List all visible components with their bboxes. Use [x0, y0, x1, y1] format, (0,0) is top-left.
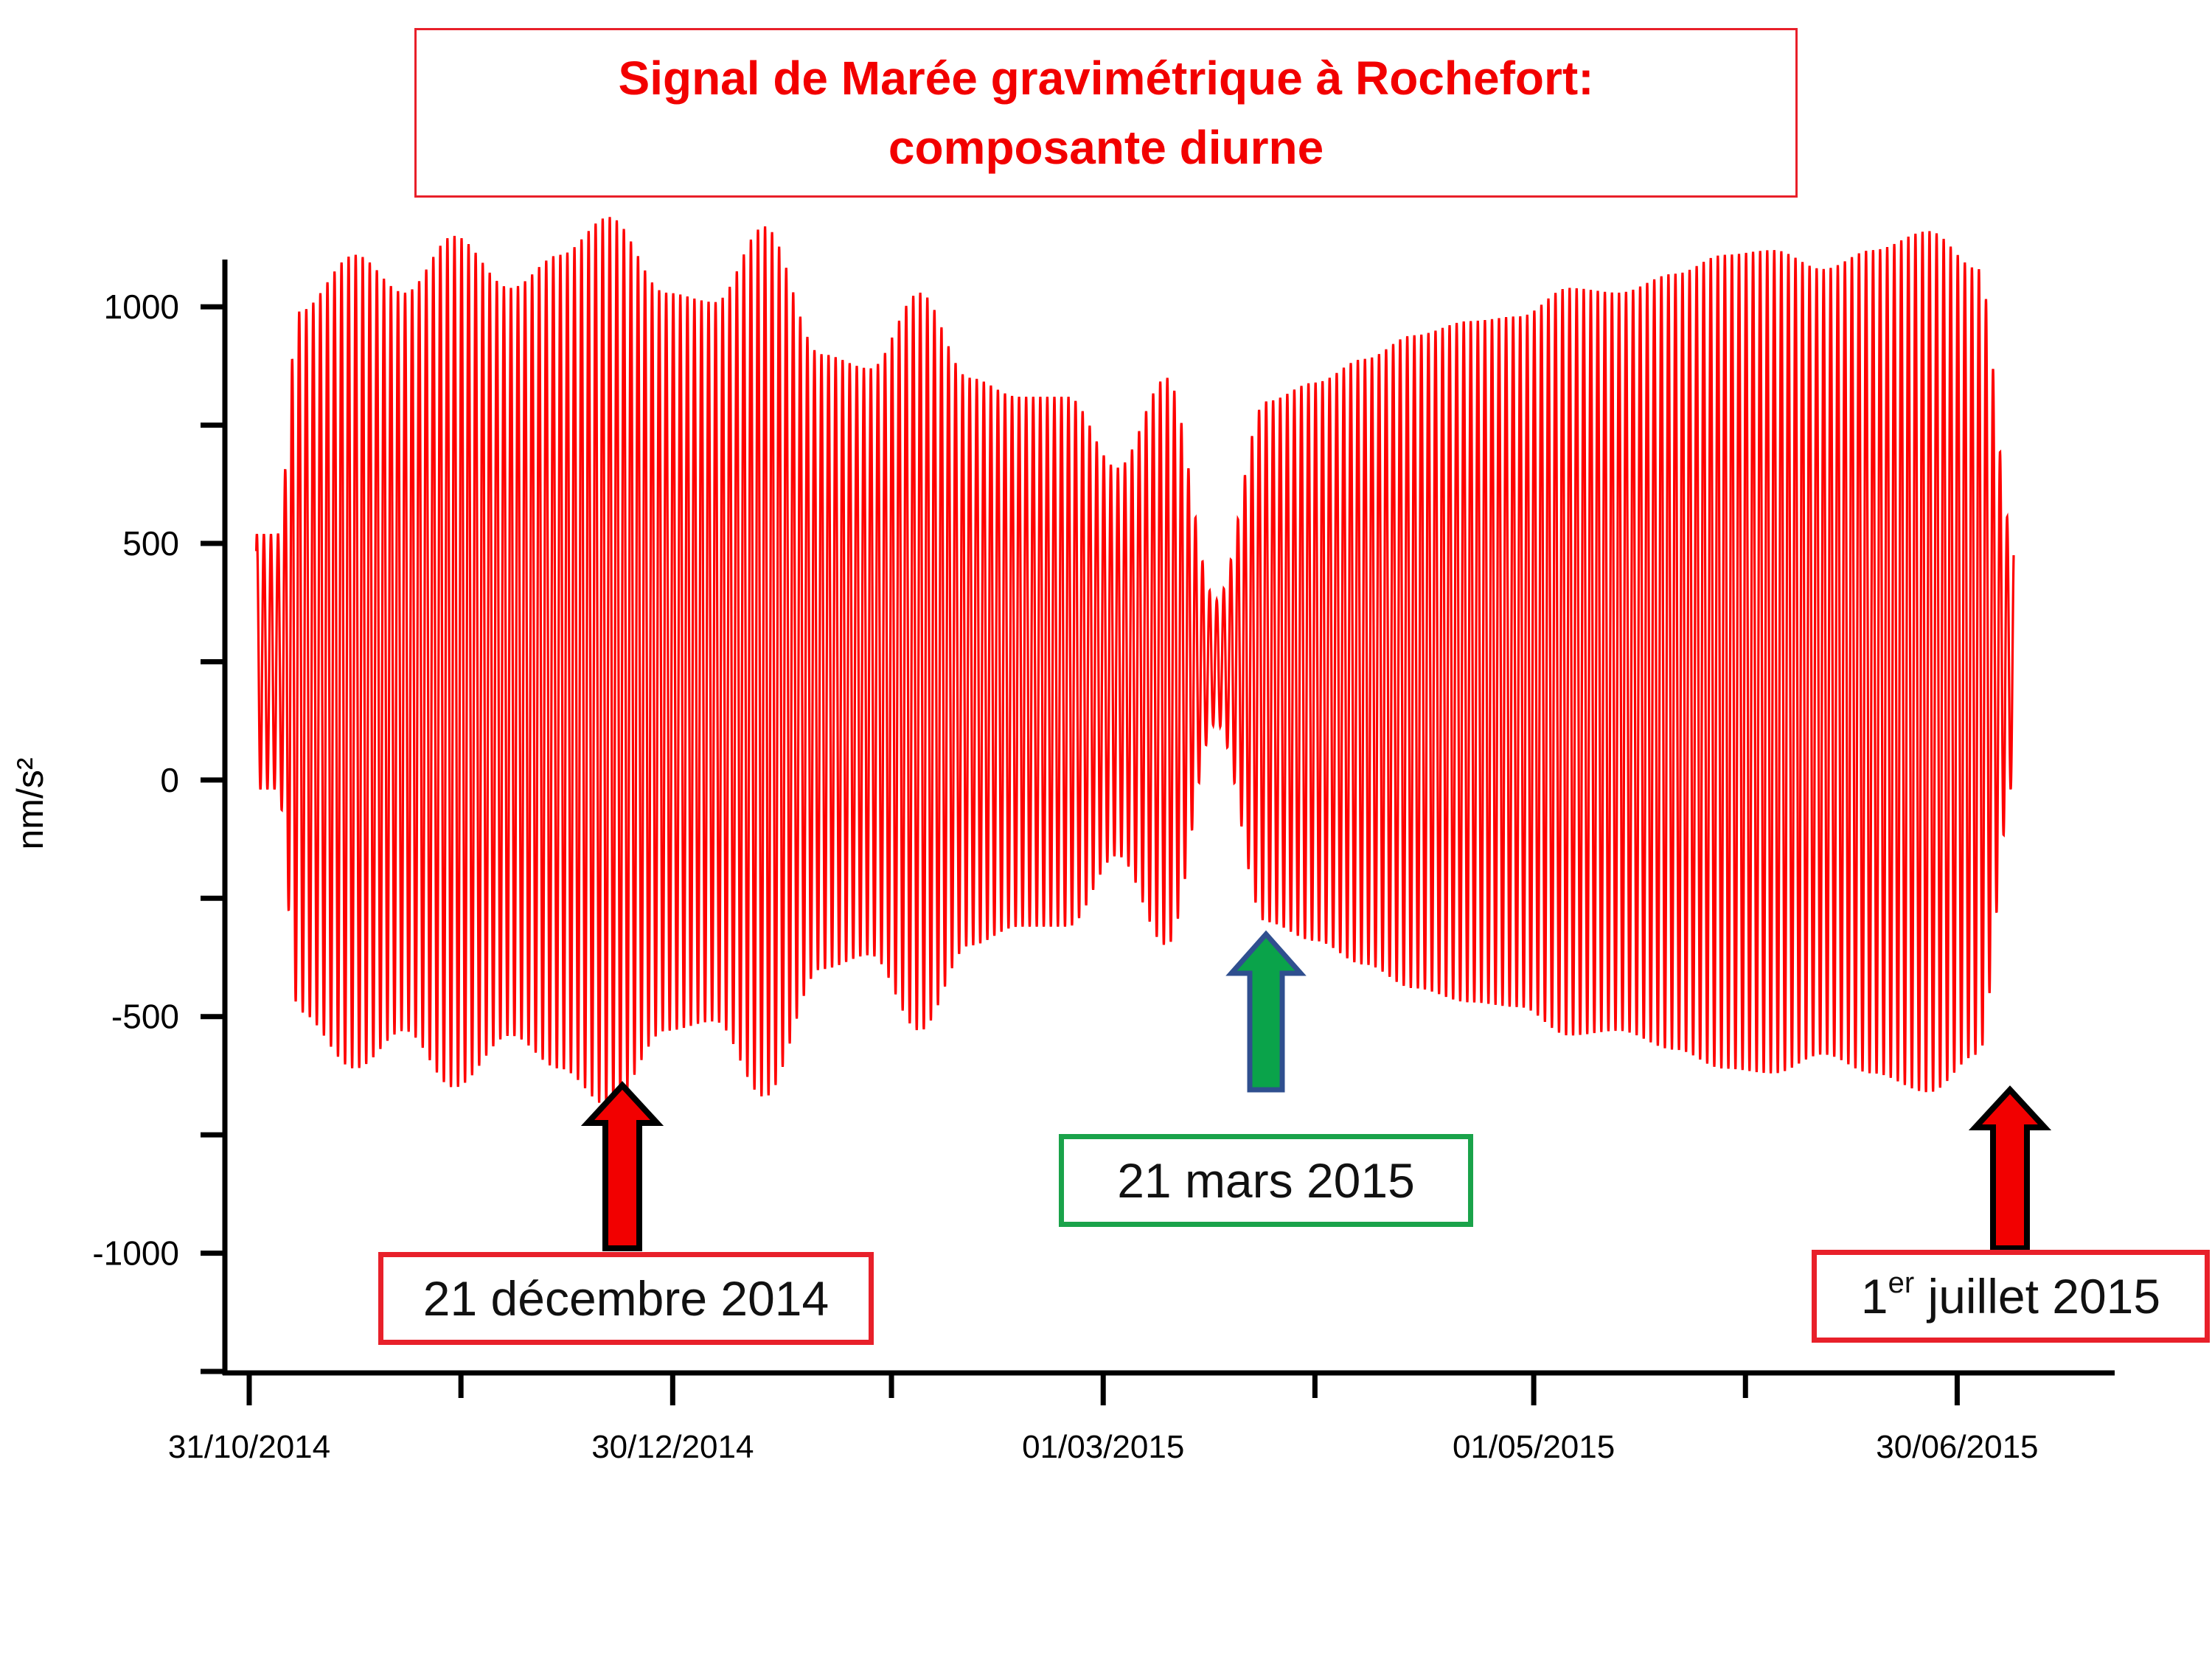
annotation-summer-solstice: 1er juillet 2015 — [1812, 1250, 2210, 1343]
chart-title-box: Signal de Marée gravimétrique à Rochefor… — [414, 28, 1798, 198]
y-tick-label: -1000 — [92, 1234, 179, 1273]
arrow-layer — [580, 930, 2052, 1251]
arrow-summer-solstice — [1968, 1085, 2052, 1251]
axes-layer: 1000 500 0 -500 -1000 31/10/2014 30/12/2014 01/… — [10, 260, 2115, 1465]
annotation-spring-equinox: 21 mars 2015 — [1059, 1134, 1473, 1227]
annotation-summer-label: 1er juillet 2015 — [1861, 1268, 2160, 1324]
x-tick-label: 31/10/2014 — [168, 1429, 330, 1465]
y-axis-label: nm/s² — [10, 758, 51, 850]
annotation-summer-text: juillet 2015 — [1914, 1269, 2161, 1324]
y-tick-label: 0 — [160, 761, 179, 799]
y-tick-label: 500 — [122, 524, 179, 563]
signal-layer — [255, 217, 2015, 1107]
annotation-summer-ordinal: er — [1888, 1267, 1915, 1299]
y-tick-label: -500 — [111, 998, 179, 1036]
annotation-winter-solstice: 21 décembre 2014 — [378, 1252, 874, 1345]
annotation-winter-label: 21 décembre 2014 — [422, 1271, 830, 1326]
annotation-summer-day: 1 — [1860, 1269, 1888, 1324]
signal-line-0 — [255, 217, 2015, 1107]
x-tick-label: 30/06/2015 — [1876, 1429, 2038, 1465]
y-tick-label: 1000 — [104, 288, 179, 326]
x-tick-label: 01/03/2015 — [1022, 1429, 1184, 1465]
x-tick-label: 01/05/2015 — [1453, 1429, 1615, 1465]
chart-title-line-2: composante diurne — [888, 121, 1324, 174]
chart-title-line-1: Signal de Marée gravimétrique à Rochefor… — [618, 52, 1594, 105]
arrow-winter-solstice — [580, 1081, 664, 1251]
arrow-spring-equinox — [1225, 930, 1307, 1093]
annotation-spring-label: 21 mars 2015 — [1117, 1153, 1415, 1208]
x-tick-label: 30/12/2014 — [591, 1429, 754, 1465]
